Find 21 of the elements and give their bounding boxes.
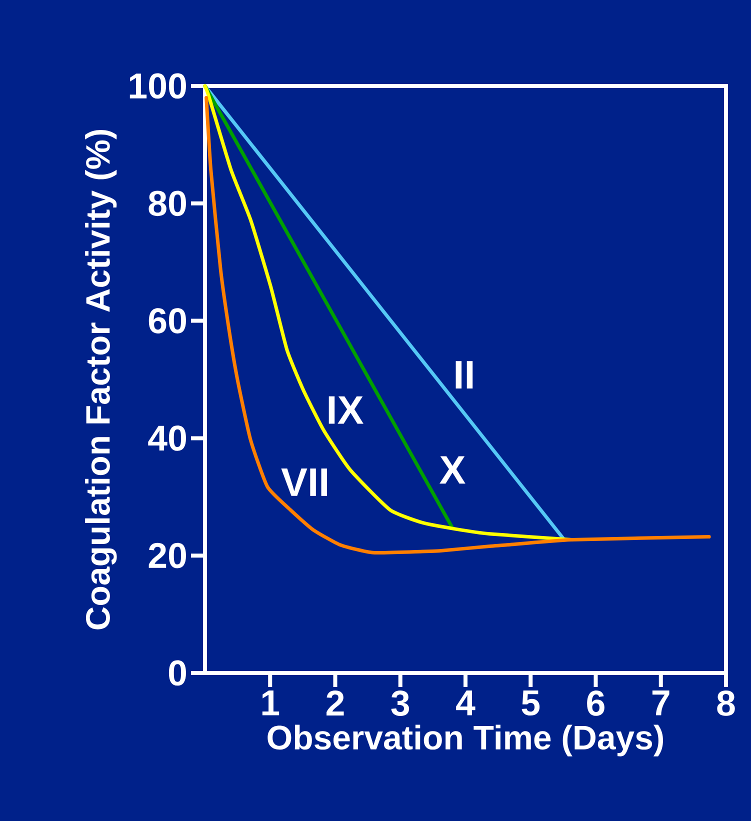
x-tick-label: 2 <box>326 690 344 716</box>
x-tick-label: 8 <box>717 690 735 716</box>
y-tick-label: 40 <box>148 426 186 451</box>
x-tick-label: 4 <box>456 690 476 716</box>
x-tick-label: 7 <box>652 690 670 716</box>
x-tick-label: 3 <box>391 690 410 716</box>
y-tick-label: 100 <box>130 73 186 99</box>
y-tick-label: 80 <box>148 190 186 216</box>
series-label: II <box>456 361 473 388</box>
line-series <box>204 96 711 554</box>
y-tick-label: 60 <box>148 308 186 334</box>
x-tick-label: 1 <box>262 690 280 716</box>
x-tick-label: 6 <box>587 690 604 716</box>
series-label: X <box>440 456 466 484</box>
y-axis-title: Coagulation Factor Activity (%) <box>85 130 117 630</box>
series-label: VII <box>281 468 327 496</box>
y-tick-label: 20 <box>148 542 186 568</box>
series-label: IX <box>328 396 364 424</box>
y-tick-label: 0 <box>168 660 186 686</box>
x-tick-label: 5 <box>522 690 540 716</box>
x-axis-title: Observation Time (Days) <box>268 724 663 756</box>
